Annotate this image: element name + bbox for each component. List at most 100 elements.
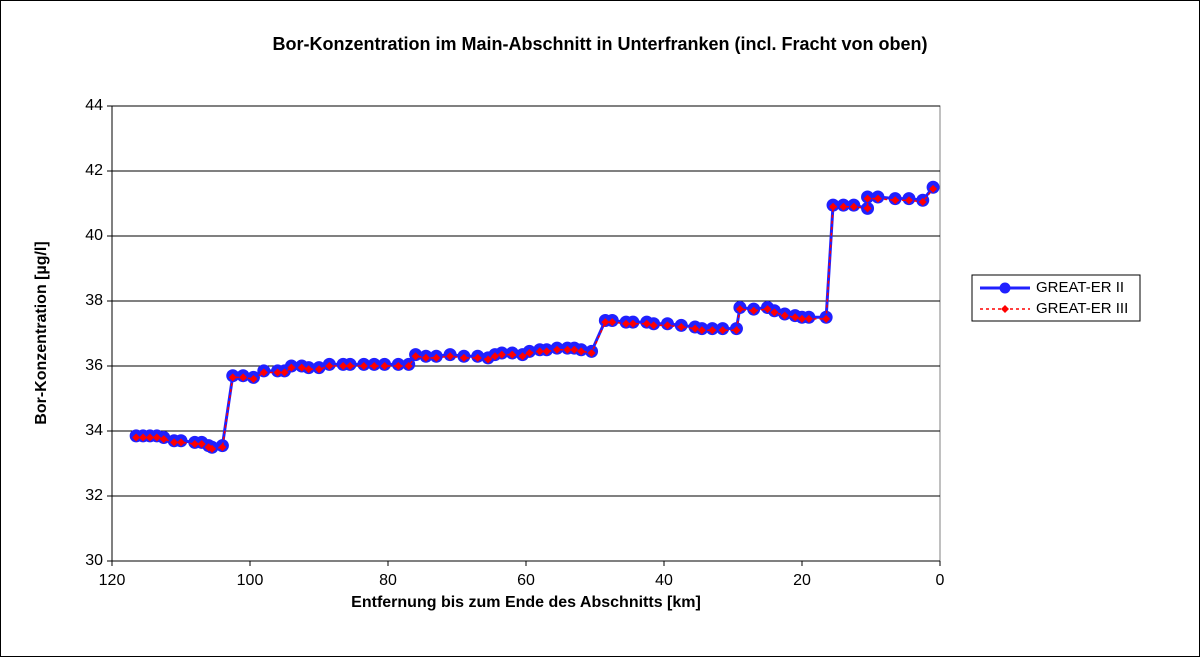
- point: [804, 314, 813, 323]
- legend: [971, 274, 1141, 322]
- point: [152, 433, 161, 442]
- point: [404, 362, 413, 370]
- legend-label: GREAT-ER II: [1036, 279, 1124, 296]
- point: [873, 194, 882, 203]
- point: [697, 326, 706, 335]
- x-tick-label: 60: [517, 572, 535, 589]
- point: [139, 433, 148, 442]
- point: [849, 202, 858, 211]
- point: [770, 308, 779, 317]
- x-tick-label: 40: [655, 572, 673, 589]
- point: [587, 349, 596, 357]
- point: [904, 196, 913, 205]
- point: [484, 355, 493, 364]
- point: [601, 318, 610, 327]
- point: [642, 319, 651, 328]
- point: [177, 438, 185, 447]
- point: [822, 314, 831, 323]
- x-tick-label: 100: [237, 572, 264, 589]
- point: [339, 362, 348, 370]
- point: [273, 368, 282, 377]
- y-tick-label: 32: [85, 487, 103, 504]
- point: [735, 305, 744, 314]
- point: [677, 323, 686, 331]
- point: [249, 375, 258, 383]
- point: [325, 362, 334, 370]
- point: [346, 362, 355, 370]
- point: [718, 326, 727, 335]
- point: [459, 353, 468, 362]
- point: [315, 365, 323, 374]
- y-tick-label: 44: [85, 97, 103, 114]
- legend-label: GREAT-ER III: [1036, 300, 1128, 317]
- point: [218, 443, 227, 452]
- point: [380, 362, 389, 370]
- point: [929, 184, 938, 193]
- point: [649, 321, 658, 330]
- point: [394, 362, 403, 370]
- legend-marker: [999, 282, 1011, 294]
- y-tick-label: 40: [85, 227, 103, 244]
- point: [259, 368, 268, 377]
- point: [304, 365, 313, 374]
- plot-area: [111, 105, 941, 562]
- point: [791, 313, 800, 322]
- point: [497, 350, 506, 359]
- point: [170, 438, 179, 447]
- point: [508, 350, 517, 359]
- point: [197, 440, 206, 448]
- point: [622, 319, 631, 328]
- point: [239, 373, 248, 382]
- y-tick-label: 36: [85, 357, 103, 374]
- point: [780, 311, 789, 320]
- point: [570, 345, 579, 354]
- point: [421, 353, 430, 362]
- y-tick-label: 34: [85, 422, 103, 439]
- legend-marker: [1001, 305, 1009, 313]
- point: [446, 352, 455, 361]
- y-tick-label: 30: [85, 552, 103, 569]
- point: [535, 347, 544, 356]
- point: [563, 345, 572, 354]
- point: [525, 349, 534, 357]
- point: [473, 353, 482, 362]
- point: [749, 306, 758, 315]
- point: [553, 345, 562, 354]
- point: [228, 373, 237, 382]
- point: [829, 202, 838, 211]
- point: [732, 326, 741, 335]
- point: [608, 318, 617, 327]
- point: [918, 197, 927, 206]
- y-axis-label: Bor-Konzentration [µg/l]: [33, 241, 50, 424]
- point: [208, 444, 217, 453]
- point: [432, 353, 441, 362]
- y-tick-label: 42: [85, 162, 103, 179]
- point: [663, 321, 672, 330]
- x-tick-label: 20: [793, 572, 811, 589]
- x-tick-label: 80: [379, 572, 397, 589]
- point: [145, 433, 154, 442]
- point: [628, 319, 637, 328]
- point: [159, 435, 168, 444]
- point: [287, 363, 296, 372]
- point: [891, 196, 900, 205]
- x-tick-label: 120: [99, 572, 126, 589]
- point: [863, 204, 872, 213]
- y-tick-label: 38: [85, 292, 103, 309]
- point: [839, 202, 848, 211]
- point: [863, 194, 872, 203]
- x-axis-label: Entfernung bis zum Ende des Abschnitts […: [351, 594, 701, 611]
- point: [132, 433, 141, 442]
- point: [359, 362, 368, 370]
- point: [190, 440, 199, 448]
- point: [577, 347, 586, 356]
- point: [490, 352, 499, 361]
- point: [798, 314, 806, 323]
- point: [518, 352, 527, 361]
- point: [691, 324, 700, 333]
- point: [542, 347, 551, 356]
- x-tick-label: 0: [936, 572, 945, 589]
- point: [763, 305, 772, 314]
- chart-title: Bor-Konzentration im Main-Abschnitt in U…: [272, 34, 927, 54]
